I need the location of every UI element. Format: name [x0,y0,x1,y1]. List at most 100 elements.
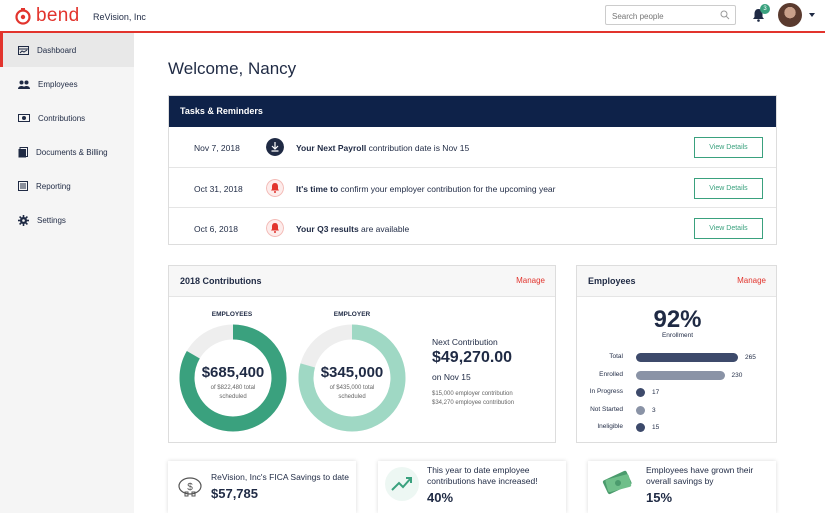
sidebar-item-label: Reporting [36,181,71,191]
brand-logo[interactable]: bend [14,5,79,27]
task-date: Nov 7, 2018 [194,143,240,153]
company-name: ReVision, Inc [93,12,146,22]
next-contribution-date: on Nov 15 [432,372,471,382]
sidebar-item-label: Dashboard [37,45,77,55]
employees-donut-label: EMPLOYEES [211,311,253,318]
bar-total [636,353,738,362]
piggy-bank-icon: $ [178,477,202,497]
bend-logo-icon [15,8,31,25]
employer-donut-amount: $345,000 [320,364,384,381]
bar-value: 15 [652,424,660,431]
employees-donut-total: of $822,480 total [210,385,256,391]
view-details-button[interactable]: View Details [694,178,763,199]
task-text-bold: It's time to [296,184,339,194]
employees-donut-scheduled: scheduled [219,394,247,400]
employer-donut-label: EMPLOYER [333,311,371,318]
manage-employees-link[interactable]: Manage [737,276,766,285]
download-icon [266,138,284,156]
bar-enrolled [636,370,725,380]
bar-value: 3 [652,406,656,414]
task-row: Oct 6, 2018 Your Q3 results are availabl… [169,207,776,247]
bar-label-not-started: Not Started [590,405,623,413]
task-text: Your Q3 results are available [296,224,409,234]
sidebar-item-contributions[interactable]: Contributions [0,101,134,135]
money-icon [18,114,30,122]
task-row: Oct 31, 2018 It's time to confirm your e… [169,167,776,207]
bar-not-started [636,405,645,415]
tasks-panel: Tasks & Reminders Nov 7, 2018 Your Next … [168,95,777,245]
employees-title: Employees [588,276,636,286]
sidebar-item-label: Contributions [38,113,86,123]
sidebar-item-label: Settings [37,215,66,225]
task-date: Oct 31, 2018 [194,184,243,194]
documents-icon [18,146,28,157]
employees-donut-arc [179,324,287,432]
bar-value: 17 [652,389,660,396]
fica-savings-card: $ ReVision, Inc's FICA Savings to date $… [168,461,356,513]
savings-growth-text: Employees have grown their overall savin… [646,465,754,486]
top-bar: bend ReVision, Inc 3 [0,0,825,33]
brand-name: bend [36,5,80,26]
employer-donut-chart [298,324,406,432]
main-content: Welcome, Nancy Tasks & Reminders Nov 7, … [134,33,825,513]
sidebar-item-dashboard[interactable]: Dashboard [0,33,134,67]
employer-donut-scheduled: scheduled [338,394,366,400]
employees-panel: Employees Manage 92% Enrollment Total 265… [576,265,777,443]
savings-growth-card: Employees have grown their overall savin… [588,461,776,513]
next-contribution-amount: $49,270.00 [432,349,513,366]
task-text: It's time to confirm your employer contr… [296,184,556,194]
contributions-increase-value: 40% [427,490,454,505]
notification-count-badge: 3 [760,4,770,14]
sidebar: Dashboard Employees Contributions Docume… [0,33,134,513]
employer-donut-arc [298,324,406,432]
task-text: Your Next Payroll contribution date is N… [296,143,469,153]
sidebar-item-employees[interactable]: Employees [0,67,134,101]
svg-text:$: $ [187,482,193,493]
task-text-bold: Your Q3 results [296,224,359,234]
gear-icon [18,214,29,226]
employer-donut-total: of $435,000 total [329,385,375,391]
contributions-increase-card: This year to date employee contributions… [378,461,566,513]
next-employee-contribution: $34,270 employee contribution [432,400,515,406]
search-input[interactable] [606,7,716,26]
search-icon[interactable] [720,10,730,20]
view-details-button[interactable]: View Details [694,218,763,239]
next-contribution-label: Next Contribution [432,337,498,347]
tasks-header: Tasks & Reminders [169,96,776,127]
task-date: Oct 6, 2018 [194,224,238,234]
fica-savings-value: $57,785 [211,486,258,501]
employees-donut-amount: $685,400 [201,364,265,381]
bar-value: 265 [745,354,756,361]
enrollment-percent: 92% [653,306,702,333]
contributions-panel: 2018 Contributions Manage EMPLOYEES $685… [168,265,556,443]
manage-contributions-link[interactable]: Manage [516,276,545,285]
next-employer-contribution: $15,000 employer contribution [432,391,513,397]
page-title: Welcome, Nancy [168,59,297,78]
contributions-header: 2018 Contributions Manage [169,266,555,297]
task-text-bold: Your Next Payroll [296,143,367,153]
search-box[interactable] [605,5,736,26]
reporting-icon [18,181,28,191]
chevron-down-icon[interactable] [809,13,815,17]
task-text-rest: are available [358,224,410,234]
user-avatar[interactable] [778,3,802,27]
sidebar-item-label: Employees [38,79,78,89]
alert-bell-icon [266,179,284,197]
dashboard-icon [18,45,29,55]
enrollment-label: Enrollment [661,332,694,339]
sidebar-item-reporting[interactable]: Reporting [0,169,134,203]
view-details-button[interactable]: View Details [694,137,763,158]
task-text-rest: contribution date is Nov 15 [366,143,470,153]
fica-savings-text: ReVision, Inc's FICA Savings to date [211,472,350,482]
contributions-increase-text: This year to date employee contributions… [427,465,538,486]
bar-label-total: Total [609,353,623,360]
cash-stack-icon [602,470,632,495]
sidebar-item-label: Documents & Billing [36,147,108,157]
employees-header: Employees Manage [577,266,776,297]
bar-label-in-progress: In Progress [589,388,623,395]
alert-bell-icon [266,219,284,237]
sidebar-item-settings[interactable]: Settings [0,203,134,237]
bar-label-enrolled: Enrolled [599,370,623,378]
sidebar-item-documents-billing[interactable]: Documents & Billing [0,135,134,169]
contributions-title: 2018 Contributions [180,276,262,286]
